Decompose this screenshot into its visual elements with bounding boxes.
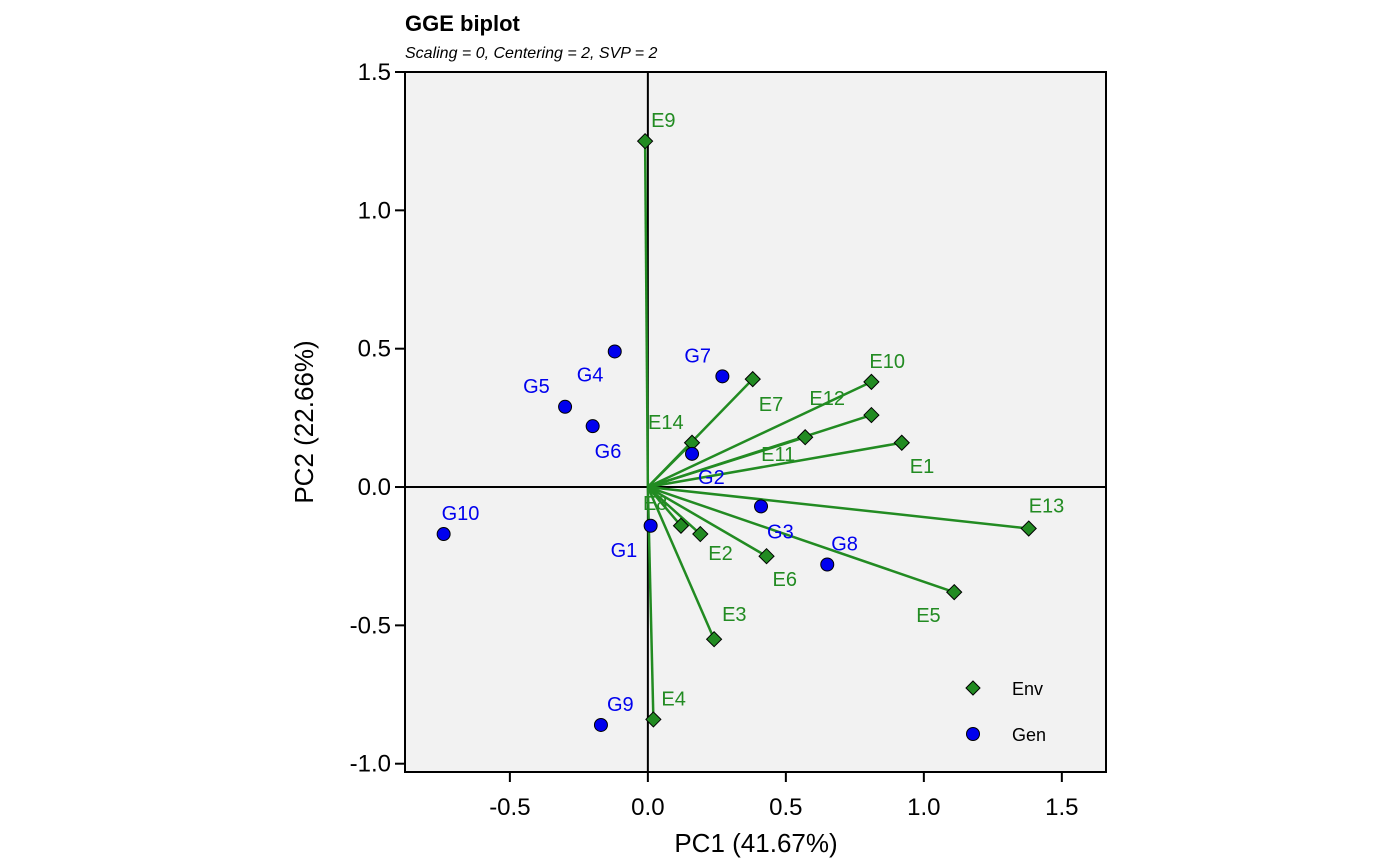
gen-point-g5 bbox=[558, 399, 573, 414]
env-label-e9: E9 bbox=[651, 110, 675, 132]
chart-subtitle: Scaling = 0, Centering = 2, SVP = 2 bbox=[405, 45, 658, 62]
env-label-e2: E2 bbox=[708, 543, 732, 565]
env-label-e4: E4 bbox=[661, 688, 685, 710]
gen-label-g6: G6 bbox=[595, 441, 622, 463]
y-tick-label: 0.0 bbox=[358, 474, 391, 501]
env-point-e5 bbox=[946, 583, 963, 601]
gen-point-g3 bbox=[754, 499, 769, 514]
env-point-e2 bbox=[692, 525, 709, 543]
env-label-e11: E11 bbox=[761, 444, 795, 466]
env-label-e13: E13 bbox=[1029, 496, 1065, 518]
env-point-e8 bbox=[672, 517, 690, 534]
env-vector-e9 bbox=[643, 141, 650, 488]
env-label-e3: E3 bbox=[722, 604, 746, 626]
env-vector-e5 bbox=[647, 485, 955, 594]
gen-label-g10: G10 bbox=[442, 503, 480, 525]
x-tick-label: -0.5 bbox=[489, 794, 530, 821]
env-label-e6: E6 bbox=[773, 569, 797, 591]
x-tick-label: 1.0 bbox=[907, 794, 940, 821]
x-tick-label: 1.5 bbox=[1045, 794, 1078, 821]
legend-gen-marker bbox=[966, 727, 980, 741]
env-vector-e1 bbox=[647, 441, 902, 489]
env-label-e1: E1 bbox=[910, 456, 934, 478]
env-point-e13 bbox=[1020, 520, 1037, 537]
gen-point-g2 bbox=[685, 446, 700, 461]
gen-label-g2: G2 bbox=[698, 467, 725, 489]
y-tick-label: 1.0 bbox=[358, 197, 391, 224]
gen-point-g4 bbox=[607, 344, 622, 359]
legend-label-env: Env bbox=[1012, 679, 1043, 699]
env-label-e8: E8 bbox=[643, 493, 667, 515]
gen-label-g4: G4 bbox=[577, 364, 604, 386]
env-point-e9 bbox=[636, 132, 654, 150]
env-vector-e2 bbox=[647, 486, 702, 535]
point-layer bbox=[436, 132, 1037, 732]
env-point-e10 bbox=[863, 373, 880, 391]
env-point-e11 bbox=[796, 429, 814, 446]
legend-env-marker bbox=[965, 680, 981, 696]
plot-panel bbox=[404, 71, 1107, 773]
vector-layer bbox=[643, 141, 1029, 720]
env-vector-e13 bbox=[647, 485, 1029, 530]
gen-point-g8 bbox=[820, 557, 835, 572]
chart-title: GGE biplot bbox=[405, 11, 521, 36]
axis-layer: -0.5 0.0 0.5 1.0 1.5 -1.0 -0.5 0.0 0.5 1.0 1.5 bbox=[350, 59, 1106, 821]
env-vector-e12 bbox=[647, 413, 872, 489]
env-vector-e8 bbox=[646, 486, 682, 527]
gen-point-g1 bbox=[643, 518, 658, 533]
env-label-e10: E10 bbox=[869, 351, 905, 373]
env-point-e1 bbox=[893, 434, 910, 451]
env-point-e12 bbox=[863, 406, 880, 424]
gen-label-g3: G3 bbox=[767, 521, 794, 543]
env-point-e3 bbox=[705, 630, 723, 648]
env-point-e6 bbox=[758, 547, 775, 565]
env-point-e4 bbox=[645, 711, 662, 728]
gen-point-g10 bbox=[436, 527, 451, 542]
gen-label-g5: G5 bbox=[523, 376, 550, 398]
gen-label-g8: G8 bbox=[831, 533, 858, 555]
env-vector-e6 bbox=[647, 485, 768, 558]
x-tick-label: 0.0 bbox=[631, 794, 664, 821]
env-vector-e3 bbox=[646, 486, 716, 640]
y-tick-label: -0.5 bbox=[350, 612, 391, 639]
y-axis-title: PC2 (22.66%) bbox=[289, 340, 319, 503]
gen-point-g6 bbox=[585, 419, 600, 434]
env-label-e12: E12 bbox=[809, 388, 845, 410]
gen-label-g7: G7 bbox=[684, 345, 711, 367]
env-label-e7: E7 bbox=[759, 394, 783, 416]
legend: Env Gen bbox=[965, 679, 1046, 745]
gen-label-g1: G1 bbox=[611, 540, 638, 562]
y-tick-label: 1.5 bbox=[358, 59, 391, 86]
y-tick-label: -1.0 bbox=[350, 751, 391, 778]
gen-point-g7 bbox=[715, 369, 730, 384]
env-vector-e14 bbox=[646, 441, 693, 488]
gen-point-g9 bbox=[593, 717, 608, 732]
legend-label-gen: Gen bbox=[1012, 725, 1046, 745]
x-tick-label: 0.5 bbox=[769, 794, 802, 821]
x-axis-title: PC1 (41.67%) bbox=[674, 828, 837, 858]
env-label-e5: E5 bbox=[916, 605, 940, 627]
env-label-e14: E14 bbox=[648, 412, 684, 434]
env-point-e7 bbox=[744, 370, 761, 388]
env-vector-e10 bbox=[647, 380, 872, 489]
y-tick-label: 0.5 bbox=[358, 336, 391, 363]
gen-label-g9: G9 bbox=[607, 694, 634, 716]
label-layer: E1 E2 E3 E4 E5 E6 E7 E8 E9 E10 E11 E12 E13 E14 G1 G2 G3 G… bbox=[442, 110, 1065, 716]
